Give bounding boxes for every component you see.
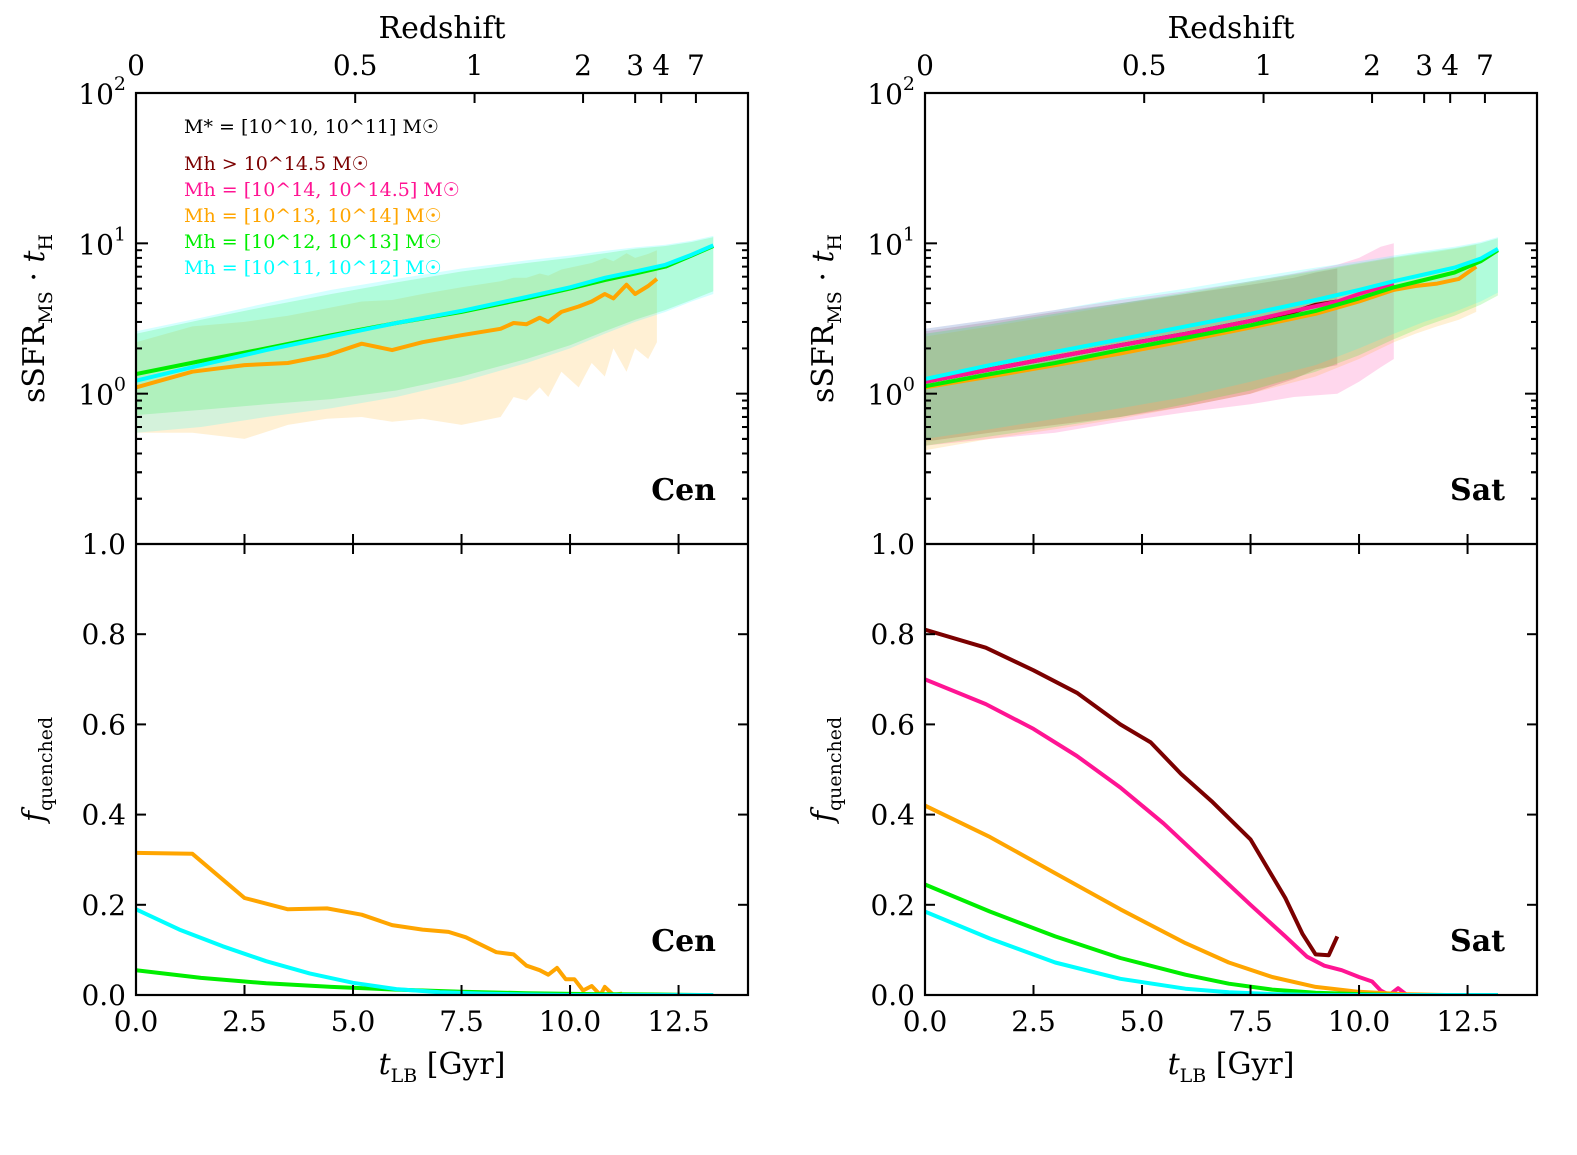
series-line — [925, 677, 1409, 995]
y-tick-label: 100 — [78, 374, 126, 412]
y-tick-label: 0.4 — [870, 799, 915, 832]
redshift-tick-label: 0 — [916, 49, 934, 82]
x-tick-label: 2.5 — [222, 1005, 267, 1038]
y-tick-label: 0.6 — [81, 708, 126, 741]
scatter-band — [925, 268, 1338, 442]
y-tick-label: 0.4 — [81, 799, 126, 832]
y-tick-label: 0.2 — [870, 889, 915, 922]
redshift-tick-label: 2 — [574, 49, 592, 82]
series-line — [136, 243, 715, 383]
scatter-band — [136, 237, 714, 416]
redshift-tick-label: 0 — [127, 49, 145, 82]
lower-y-axis-label: fquenched — [17, 717, 57, 824]
x-tick-label: 0.0 — [903, 1005, 948, 1038]
x-tick-label: 0.0 — [114, 1005, 159, 1038]
legend-entry: Mh = [10^14, 10^14.5] M☉ — [184, 179, 460, 201]
upper-y-axis-label: sSFRMS · tH — [17, 234, 57, 403]
redshift-tick-label: 3 — [1415, 49, 1433, 82]
redshift-tick-label: 3 — [626, 49, 644, 82]
x-tick-label: 7.5 — [1228, 1005, 1273, 1038]
series-line — [136, 277, 659, 390]
redshift-tick-label: 0.5 — [1122, 49, 1167, 82]
scatter-band — [136, 235, 714, 433]
series-line — [925, 882, 1498, 995]
y-tick-label: 1.0 — [81, 528, 126, 561]
redshift-tick-label: 7 — [687, 49, 705, 82]
y-tick-label: 0.8 — [81, 618, 126, 651]
series-line — [925, 247, 1499, 382]
x-tick-label: 5.0 — [331, 1005, 376, 1038]
series-line — [925, 803, 1446, 995]
redshift-tick-label: 7 — [1476, 49, 1494, 82]
legend-entry: Mh = [10^13, 10^14] M☉ — [184, 205, 442, 227]
redshift-tick-label: 4 — [652, 49, 670, 82]
redshift-tick-label: 1 — [1255, 49, 1273, 82]
x-tick-label: 2.5 — [1011, 1005, 1056, 1038]
upper-y-axis-label: sSFRMS · tH — [806, 234, 846, 403]
redshift-tick-label: 2 — [1363, 49, 1381, 82]
x-tick-label: 5.0 — [1120, 1005, 1165, 1038]
series-line — [136, 907, 714, 995]
series-line — [925, 248, 1499, 389]
legend-entry: Mh > 10^14.5 M☉ — [184, 153, 369, 175]
scatter-band — [925, 237, 1498, 439]
panel-tag: Sat — [1450, 924, 1505, 959]
series-line — [925, 264, 1478, 390]
legend: M* = [10^10, 10^11] M☉ Mh > 10^14.5 M☉ Mh … — [184, 116, 460, 279]
x-axis-label: tLB [Gyr] — [1168, 1047, 1295, 1087]
series-line — [925, 281, 1395, 384]
y-tick-label: 0.8 — [870, 618, 915, 651]
redshift-tick-label: 1 — [466, 49, 484, 82]
x-tick-label: 12.5 — [647, 1005, 709, 1038]
y-tick-label: 102 — [867, 73, 915, 111]
lower-y-axis-label: fquenched — [806, 717, 846, 824]
y-tick-label: 101 — [78, 223, 126, 261]
redshift-tick-label: 4 — [1441, 49, 1459, 82]
y-tick-label: 0.0 — [870, 979, 915, 1012]
redshift-axis-title: Redshift — [1167, 11, 1294, 46]
redshift-axis-title: Redshift — [378, 11, 505, 46]
x-tick-label: 10.0 — [1328, 1005, 1390, 1038]
legend-entry: Mh = [10^12, 10^13] M☉ — [184, 231, 442, 253]
x-tick-label: 12.5 — [1436, 1005, 1498, 1038]
panel-tag: Sat — [1450, 473, 1505, 508]
x-tick-label: 7.5 — [439, 1005, 484, 1038]
redshift-tick-label: 0.5 — [333, 49, 378, 82]
series-line — [925, 627, 1340, 958]
y-tick-label: 100 — [867, 374, 915, 412]
x-tick-label: 10.0 — [539, 1005, 601, 1038]
y-tick-label: 102 — [78, 73, 126, 111]
legend-stellar-mass: M* = [10^10, 10^11] M☉ — [184, 116, 439, 138]
y-tick-label: 101 — [867, 223, 915, 261]
x-axis-label: tLB [Gyr] — [379, 1047, 506, 1087]
panel-tag: Cen — [651, 473, 716, 508]
y-tick-label: 0.0 — [81, 979, 126, 1012]
y-tick-label: 0.2 — [81, 889, 126, 922]
legend-entry: Mh = [10^11, 10^12] M☉ — [184, 257, 442, 279]
y-tick-label: 0.6 — [870, 708, 915, 741]
y-tick-label: 1.0 — [870, 528, 915, 561]
panel-tag: Cen — [651, 924, 716, 959]
series-line — [136, 850, 623, 995]
